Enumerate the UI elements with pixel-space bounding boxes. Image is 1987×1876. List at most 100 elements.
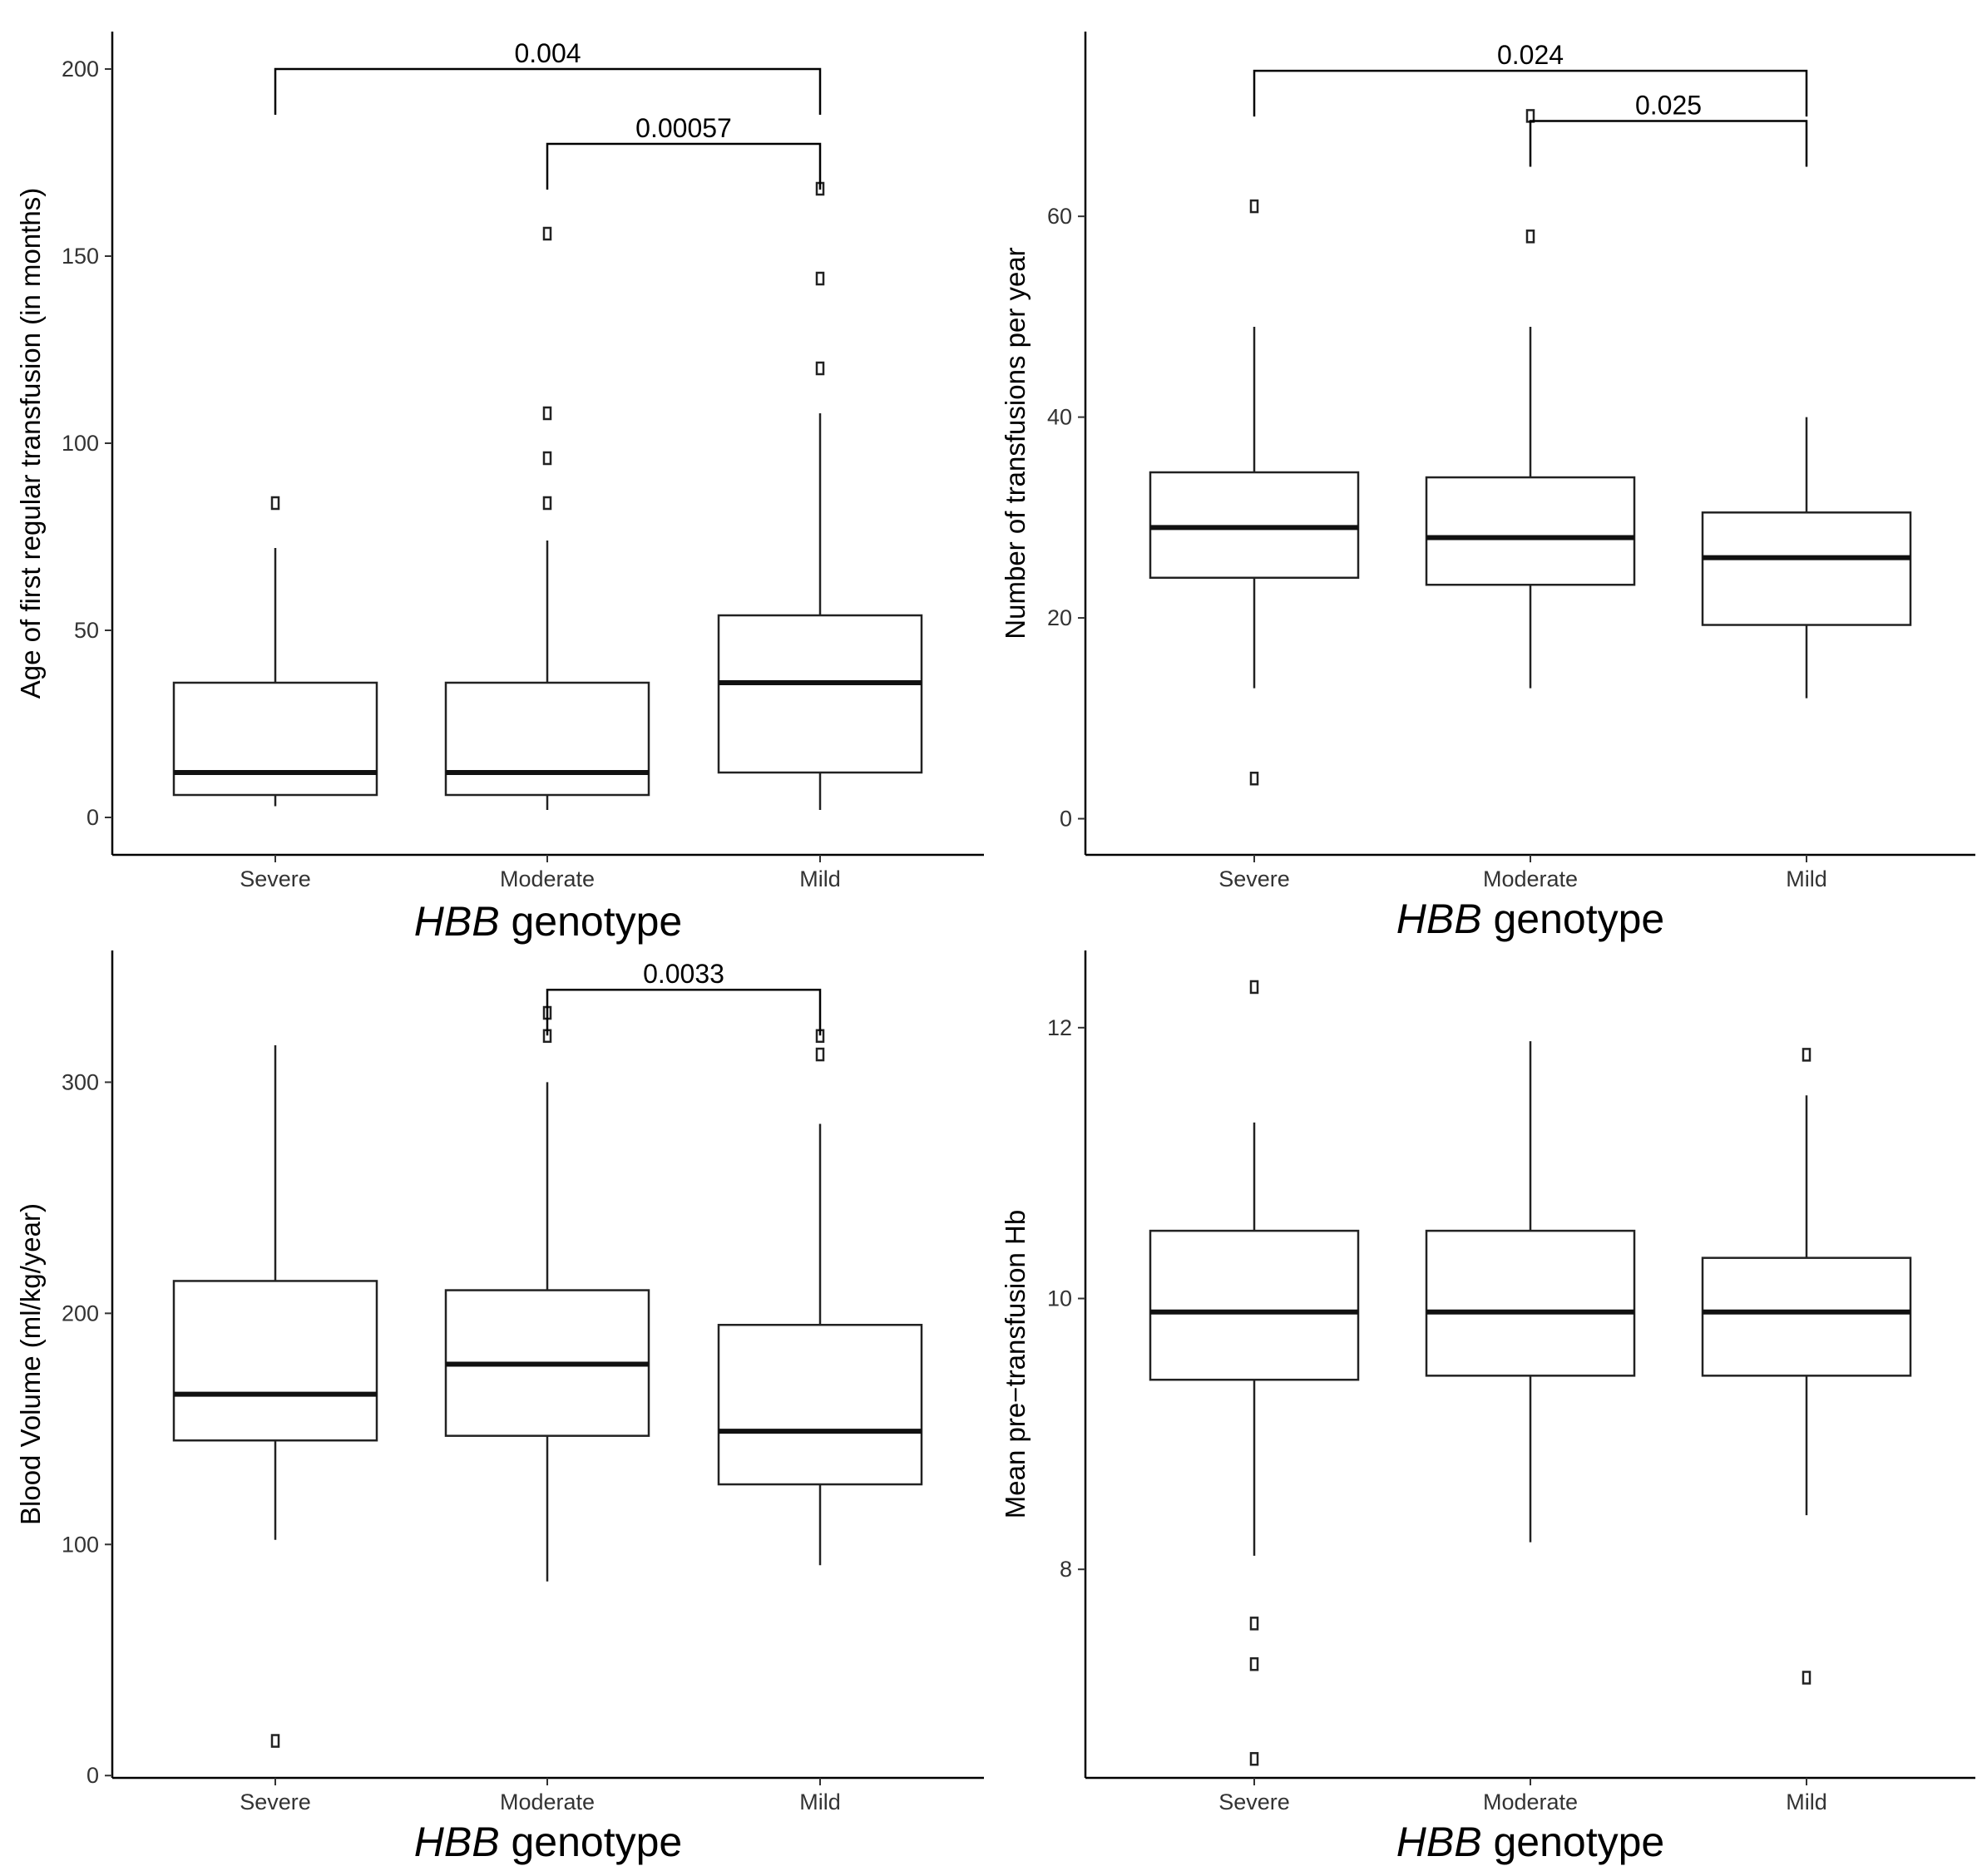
box-severe [1149,199,1360,786]
x-tick-label-moderate: Moderate [500,866,595,891]
panel-2: 0 20 40 60 Severe Moderate Mild Number of trans… [1000,32,1975,942]
x-tick-label-mild: Mild [799,1790,841,1814]
outlier-point [815,1047,825,1062]
y-tick-label: 300 [62,1069,99,1094]
iqr-box [172,1280,378,1442]
x-axis-title: HBB genotype [414,898,682,945]
x-axis-title: HBB genotype [1396,896,1664,942]
significance-bracket: 0.00057 [546,113,822,190]
y-tick-label: 200 [62,1301,99,1326]
panel-4: 8 10 12 Severe Moderate Mild Mean pre−transfus… [1000,950,1975,1865]
p-value-label: 0.025 [1635,90,1702,120]
box-severe [172,1044,378,1748]
box-mild [717,181,923,810]
box-severe [172,496,378,807]
outlier-point [542,226,552,241]
panel-1: 0 50 100 150 200 Severe Moderate Mild Age of fir… [15,32,984,945]
x-axis-title-gene: HBB [414,898,500,945]
y-tick-label: 100 [62,431,99,456]
x-tick-label-severe: Severe [240,866,311,891]
y-tick-label: 10 [1047,1286,1072,1311]
y-tick-label: 40 [1047,405,1072,430]
outlier-point [815,361,825,376]
iqr-box [717,1324,923,1486]
p-value-label: 0.004 [514,38,581,68]
x-axis-title: HBB genotype [1396,1819,1664,1865]
y-tick-label: 0 [1060,807,1072,832]
x-tick-label-severe: Severe [240,1790,311,1814]
box-mild [717,1029,923,1566]
iqr-box [444,681,650,797]
x-tick-label-moderate: Moderate [500,1790,595,1814]
iqr-box [1149,1229,1360,1381]
iqr-box [1425,476,1636,586]
y-tick-label: 200 [62,57,99,81]
y-tick-label: 50 [74,618,99,643]
y-axis-title: Number of transfusions per year [1000,247,1031,639]
outlier-point [1249,771,1259,786]
y-axis-title: Blood Volume (ml/kg/year) [15,1203,46,1525]
significance-bracket: 0.025 [1529,90,1808,167]
box-moderate [1425,1041,1636,1543]
outlier-point [815,271,825,286]
y-tick-label: 0 [86,1763,99,1788]
significance-bracket: 0.004 [274,38,822,115]
box-moderate [444,1005,650,1582]
box-severe [1149,980,1360,1766]
x-axis-title-gene: HBB [1396,1819,1482,1865]
outlier-point [1249,1656,1259,1671]
iqr-box [172,681,378,797]
iqr-box [1149,471,1360,580]
y-axis-title: Age of first regular transfusion (in mon… [15,188,46,699]
bracket-line [274,67,822,115]
bracket-line [546,988,822,1036]
outlier-point [542,451,552,466]
x-axis-title-rest: genotype [1482,1819,1665,1865]
y-tick-label: 100 [62,1532,99,1557]
x-tick-label-severe: Severe [1218,866,1290,891]
outlier-point [542,406,552,421]
outlier-point [1802,1671,1812,1685]
p-value-label: 0.0033 [643,959,724,989]
x-tick-label-moderate: Moderate [1483,866,1578,891]
box-moderate [444,226,650,810]
x-axis-title: HBB genotype [414,1819,682,1865]
x-axis-title-rest: genotype [500,898,683,945]
y-tick-label: 60 [1047,204,1072,229]
significance-bracket: 0.024 [1253,40,1808,117]
p-value-label: 0.00057 [635,113,732,143]
x-tick-label-mild: Mild [1786,1790,1827,1814]
significance-bracket: 0.0033 [546,959,822,1036]
outlier-point [1249,1751,1259,1766]
iqr-box [1701,1256,1912,1377]
box-moderate [1425,109,1636,689]
x-tick-label-mild: Mild [1786,866,1827,891]
x-tick-label-moderate: Moderate [1483,1790,1578,1814]
p-value-label: 0.024 [1497,40,1564,70]
bracket-line [1529,120,1808,167]
iqr-box [717,614,923,774]
outlier-point [1525,230,1535,244]
x-axis-title-rest: genotype [1482,896,1665,942]
x-axis-title-gene: HBB [414,1819,500,1865]
iqr-box [1425,1229,1636,1377]
x-tick-label-severe: Severe [1218,1790,1290,1814]
y-tick-label: 8 [1060,1557,1072,1582]
x-axis-title-gene: HBB [1396,896,1482,942]
box-mild [1701,417,1912,699]
outlier-point [1249,980,1259,995]
outlier-point [1249,199,1259,214]
bracket-line [546,142,822,190]
iqr-box [1701,511,1912,626]
y-tick-label: 0 [86,805,99,830]
outlier-point [1249,1617,1259,1631]
outlier-point [542,496,552,511]
outlier-point [1802,1048,1812,1062]
panel-3: 0 100 200 300 Severe Moderate Mild Blood Volume… [15,950,984,1865]
x-axis-title-rest: genotype [500,1819,683,1865]
y-tick-label: 12 [1047,1015,1072,1040]
outlier-point [270,496,280,511]
x-tick-label-mild: Mild [799,866,841,891]
y-axis-title: Mean pre−transfusion Hb [1000,1210,1031,1518]
